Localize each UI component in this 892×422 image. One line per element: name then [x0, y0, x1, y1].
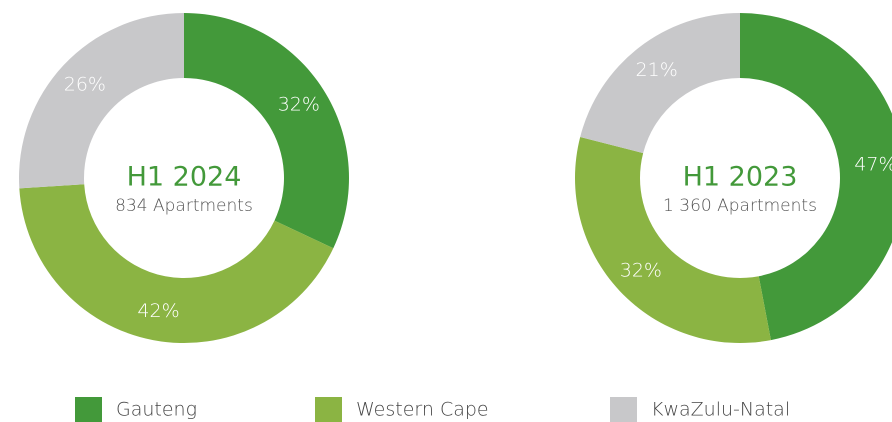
donut-segment [184, 13, 349, 249]
value-label: 42% [137, 300, 179, 322]
legend-label: Gauteng [116, 399, 197, 421]
legend-label: KwaZulu-Natal [651, 399, 790, 421]
value-label: 32% [278, 94, 320, 116]
legend-swatch [315, 397, 342, 422]
value-label: 32% [620, 260, 662, 282]
center-subtitle: 834 Apartments [115, 196, 253, 216]
donut-segment [575, 136, 771, 344]
value-label: 26% [64, 73, 106, 95]
donut-segment [580, 12, 740, 154]
value-label: 21% [636, 59, 678, 81]
legend-swatch [75, 397, 102, 422]
legend-label: Western Cape [356, 399, 489, 421]
donut-segment [19, 184, 334, 343]
value-label: 47% [854, 154, 892, 176]
donut-segment [740, 13, 892, 341]
center-title: H1 2024 [127, 162, 242, 193]
legend-swatch [610, 397, 637, 422]
center-subtitle: 1 360 Apartments [663, 196, 817, 216]
donut-segment [18, 13, 184, 189]
center-title: H1 2023 [683, 162, 798, 193]
